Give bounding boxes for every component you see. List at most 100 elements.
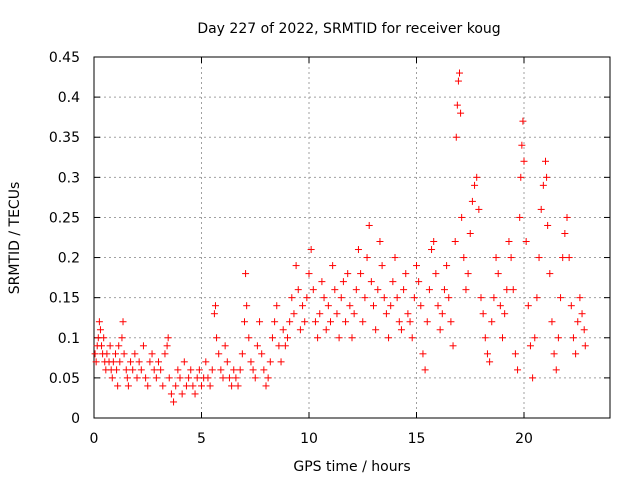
data-point	[346, 302, 354, 310]
data-point	[404, 310, 412, 318]
data-point	[509, 286, 517, 294]
data-point	[531, 334, 539, 342]
data-point	[473, 173, 481, 181]
data-point	[501, 310, 509, 318]
x-axis-label: GPS time / hours	[293, 459, 410, 475]
data-point	[256, 318, 264, 326]
data-point	[563, 213, 571, 221]
data-point	[389, 278, 397, 286]
data-point	[350, 310, 358, 318]
data-point	[234, 382, 242, 390]
x-tick-labels: 0 5 10 15 20	[90, 431, 533, 447]
y-tick-label: 0.05	[49, 371, 80, 387]
data-point	[187, 366, 195, 374]
data-point	[144, 382, 152, 390]
data-point	[518, 141, 526, 149]
data-point	[191, 390, 199, 398]
data-point	[552, 366, 560, 374]
data-point	[217, 366, 225, 374]
data-point	[413, 262, 420, 270]
data-point	[445, 294, 453, 302]
data-point	[228, 382, 236, 390]
data-point	[425, 286, 433, 294]
data-point	[266, 358, 274, 366]
data-point	[581, 342, 589, 350]
data-point	[294, 286, 302, 294]
data-point	[492, 254, 500, 262]
y-tick-label: 0.45	[49, 50, 80, 66]
data-point	[397, 326, 405, 334]
data-point	[477, 294, 485, 302]
data-point	[406, 318, 414, 326]
data-point	[314, 334, 322, 342]
data-point	[574, 318, 582, 326]
data-point	[367, 278, 375, 286]
data-point	[447, 318, 455, 326]
data-point	[503, 286, 511, 294]
data-point	[221, 342, 229, 350]
data-point	[554, 334, 562, 342]
data-point	[537, 205, 545, 213]
data-point	[452, 133, 460, 141]
data-point	[100, 334, 108, 342]
data-point	[281, 342, 289, 350]
x-tick-label: 15	[408, 431, 426, 447]
data-point	[569, 334, 577, 342]
data-point	[542, 157, 549, 165]
data-point	[309, 286, 317, 294]
x-tick-label: 20	[515, 431, 533, 447]
data-point	[352, 286, 360, 294]
data-point	[172, 382, 180, 390]
data-point	[174, 366, 182, 374]
y-tick-label: 0.2	[58, 251, 80, 267]
data-point	[496, 302, 504, 310]
data-point	[342, 318, 350, 326]
data-point	[522, 238, 530, 246]
x-tick-label: 10	[300, 431, 318, 447]
data-point	[118, 334, 126, 342]
data-point	[329, 262, 337, 270]
data-point	[434, 302, 442, 310]
data-point	[324, 302, 332, 310]
data-point	[124, 382, 132, 390]
data-point	[146, 358, 154, 366]
data-point	[460, 254, 468, 262]
data-point	[127, 358, 135, 366]
data-point	[348, 334, 356, 342]
data-point	[307, 246, 315, 254]
data-point	[576, 294, 584, 302]
data-point	[440, 286, 448, 294]
data-point	[271, 318, 279, 326]
data-point	[155, 358, 162, 366]
data-point	[462, 286, 470, 294]
data-point	[488, 318, 496, 326]
data-point	[223, 358, 231, 366]
data-point	[176, 374, 184, 382]
data-point	[464, 270, 472, 278]
data-point	[354, 246, 362, 254]
data-point	[178, 390, 186, 398]
data-point	[211, 302, 219, 310]
data-point	[471, 181, 479, 189]
data-point	[299, 302, 307, 310]
data-point	[303, 294, 311, 302]
data-point	[185, 374, 193, 382]
data-point	[391, 254, 399, 262]
data-point	[164, 334, 172, 342]
data-point	[449, 342, 457, 350]
data-point	[103, 350, 111, 358]
data-point	[115, 342, 123, 350]
data-point	[249, 366, 257, 374]
data-point	[402, 270, 410, 278]
data-point	[204, 374, 212, 382]
data-point	[378, 262, 386, 270]
data-point	[106, 342, 114, 350]
y-tick-label: 0.35	[49, 130, 80, 146]
data-point	[385, 334, 393, 342]
data-point	[320, 294, 328, 302]
data-point	[260, 366, 268, 374]
data-point	[193, 374, 201, 382]
data-point	[139, 342, 147, 350]
data-point	[232, 374, 240, 382]
